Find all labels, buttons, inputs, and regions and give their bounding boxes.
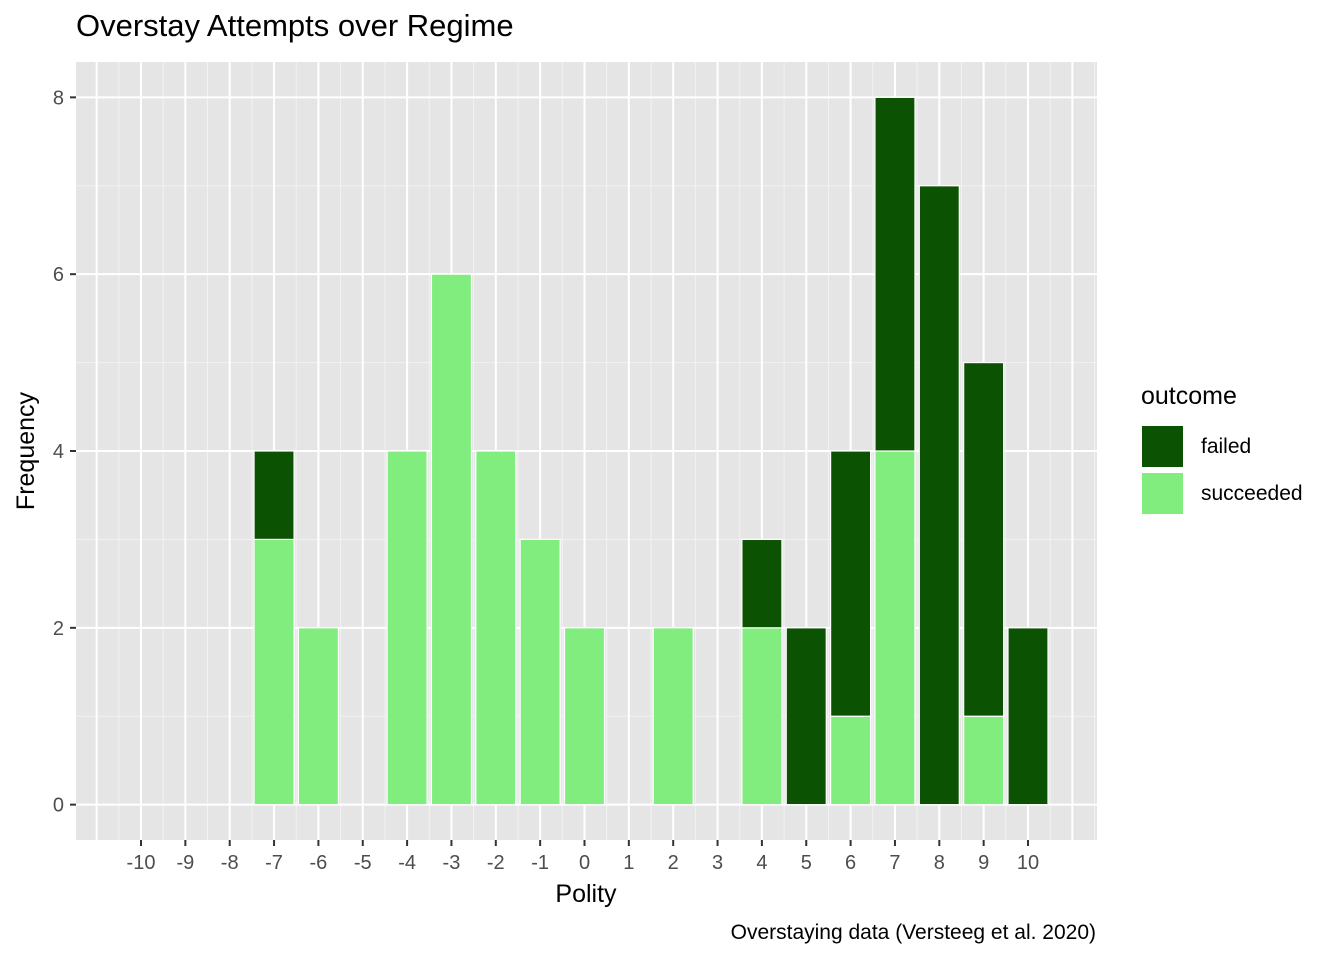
x-tick-label: 5 (801, 852, 812, 874)
x-tick-label: -10 (127, 852, 156, 874)
x-tick-label: 4 (756, 852, 767, 874)
x-tick-label: 3 (712, 852, 723, 874)
x-tick-label: 8 (934, 852, 945, 874)
x-tick-label: 7 (889, 852, 900, 874)
y-tick-label: 8 (53, 87, 64, 109)
bar-failed-9 (963, 361, 1005, 717)
chart-title: Overstay Attempts over Regime (76, 8, 514, 43)
x-tick-label: -6 (310, 852, 328, 874)
legend-label-failed: failed (1201, 434, 1252, 458)
legend-key-failed (1141, 425, 1184, 468)
bar-failed--7 (253, 450, 295, 541)
bar-succeeded-4 (741, 627, 783, 806)
bar-succeeded-9 (963, 715, 1005, 806)
x-tick-label: 10 (1017, 852, 1039, 874)
bar-failed-8 (918, 185, 960, 806)
bar-succeeded--2 (475, 450, 517, 806)
x-tick-label: -3 (443, 852, 461, 874)
legend-title: outcome (1141, 382, 1237, 410)
x-tick-label: -7 (265, 852, 283, 874)
bar-succeeded-6 (829, 715, 872, 806)
bar-succeeded--6 (297, 627, 339, 806)
bar-failed-5 (785, 627, 827, 806)
bar-failed-6 (829, 450, 872, 717)
bar-succeeded-0 (563, 627, 606, 806)
x-tick-label: -9 (176, 852, 194, 874)
x-tick-label: -2 (487, 852, 505, 874)
bar-succeeded--1 (519, 538, 561, 806)
x-tick-label: 6 (845, 852, 856, 874)
bar-succeeded-7 (874, 450, 916, 806)
legend-item-succeeded: succeeded (1141, 470, 1303, 517)
x-tick-label: -1 (531, 852, 549, 874)
y-tick-label: 6 (53, 264, 64, 286)
bar-failed-7 (874, 96, 916, 452)
x-tick-label: -4 (398, 852, 416, 874)
bar-succeeded--4 (386, 450, 428, 806)
bar-succeeded-2 (652, 627, 694, 806)
bar-succeeded--7 (253, 538, 295, 806)
x-axis-label: Polity (555, 880, 617, 908)
chart-caption: Overstaying data (Versteeg et al. 2020) (730, 921, 1096, 944)
bar-failed-4 (741, 538, 783, 629)
y-axis: 0 2 4 6 8 (53, 87, 76, 817)
x-tick-label: 2 (668, 852, 679, 874)
x-tick-label: -5 (354, 852, 372, 874)
y-tick-label: 2 (53, 618, 64, 640)
y-tick-label: 4 (53, 441, 64, 463)
legend: outcome failed succeeded (1141, 382, 1303, 517)
y-tick-label: 0 (53, 795, 64, 817)
x-tick-label: 9 (978, 852, 989, 874)
x-tick-label: 0 (579, 852, 590, 874)
legend-label-succeeded: succeeded (1201, 481, 1303, 505)
x-axis: -10 -9 -8 -7 -6 -5 -4 -3 -2 -1 0 1 2 3 4 5 6 7 8 9 10 (127, 840, 1039, 874)
x-tick-label: -8 (221, 852, 239, 874)
bar-succeeded--3 (430, 273, 473, 806)
y-axis-label: Frequency (12, 391, 40, 510)
x-tick-label: 1 (623, 852, 634, 874)
legend-key-succeeded (1141, 472, 1184, 515)
bar-failed-10 (1007, 627, 1049, 806)
bars (253, 96, 1049, 806)
legend-item-failed: failed (1141, 423, 1303, 470)
